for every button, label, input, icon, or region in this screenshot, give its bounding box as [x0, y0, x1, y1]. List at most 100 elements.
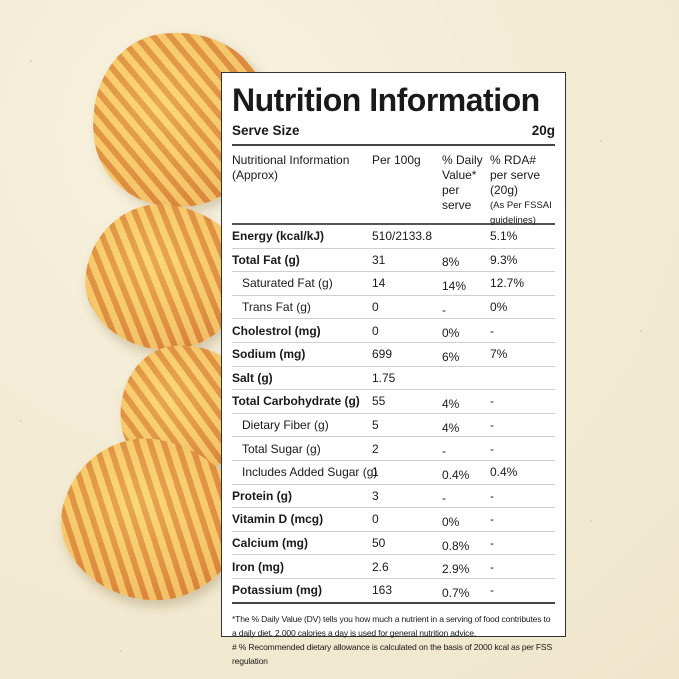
nutrient-name: Sodium (mg) [232, 347, 306, 362]
nutrient-name: Energy (kcal/kJ) [232, 229, 325, 244]
nutrition-label: Nutrition Information Serve Size 20g Nut… [221, 72, 566, 666]
header-rda-text: % RDA# per serve (20g) [490, 153, 541, 197]
daily-value: 0% [442, 326, 460, 341]
per-100g-value: 163 [372, 583, 393, 598]
rda-value: - [490, 323, 494, 338]
speck [640, 330, 642, 332]
daily-value: 8% [442, 255, 460, 270]
rda-value: - [490, 418, 494, 433]
per-100g-value: 5 [372, 418, 379, 433]
table-row: Potassium (mg) 163 0.7% - [232, 579, 555, 604]
rda-value: - [490, 488, 494, 503]
per-100g-value: 0 [372, 323, 379, 338]
speck [30, 60, 32, 62]
footnote-rda: # % Recommended dietary allowance is cal… [232, 641, 552, 666]
nutrient-name: Protein (g) [232, 488, 292, 503]
header-per-100g: Per 100g [372, 153, 421, 167]
nutrition-table: Energy (kcal/kJ) 510/2133.8 5.1% Total Fat … [232, 225, 555, 604]
speck [20, 420, 22, 422]
daily-value [442, 375, 490, 380]
serve-size-row: Serve Size 20g [232, 119, 555, 146]
rda-value: - [490, 559, 494, 574]
per-100g-value: 3 [372, 488, 379, 503]
nutrient-name: Cholestrol (mg) [232, 323, 321, 338]
daily-value: 4% [442, 420, 460, 435]
speck [590, 520, 592, 522]
per-100g-value: 699 [372, 347, 393, 362]
serve-size-value: 20g [531, 123, 555, 138]
daily-value: 6% [442, 349, 460, 364]
table-row: Calcium (mg) 50 0.8% - [232, 532, 555, 556]
footnote-daily-value: *The % Daily Value (DV) tells you how mu… [232, 613, 551, 638]
rda-value: 5.1% [490, 229, 518, 244]
header-rda-note: (As Per FSSAI guidelines) [490, 200, 552, 226]
rda-value: 9.3% [490, 252, 518, 267]
per-100g-value: 1 [372, 465, 379, 480]
daily-value: - [442, 444, 446, 459]
nutrient-name: Calcium (mg) [232, 536, 309, 551]
table-row: Iron (mg) 2.6 2.9% - [232, 555, 555, 579]
nutrient-name: Vitamin D (mcg) [232, 512, 324, 527]
per-100g-value: 55 [372, 394, 386, 409]
per-100g-value: 1.75 [372, 370, 396, 385]
rda-value: - [490, 536, 494, 551]
rda-value: 0% [490, 300, 508, 315]
rda-value: 0.4% [490, 465, 518, 480]
table-row: Cholestrol (mg) 0 0% - [232, 319, 555, 343]
nutrient-name: Includes Added Sugar (g) [242, 465, 378, 480]
daily-value: 4% [442, 396, 460, 411]
daily-value: 0.7% [442, 585, 470, 600]
daily-value: - [442, 302, 446, 317]
rda-value: - [490, 512, 494, 527]
per-100g-value: 0 [372, 300, 379, 315]
header-nutritional-info: Nutritional Information (Approx) [232, 153, 350, 182]
nutrient-name: Dietary Fiber (g) [242, 418, 329, 433]
table-row: Protein (g) 3 - - [232, 485, 555, 509]
nutrient-name: Total Sugar (g) [242, 441, 321, 456]
rda-value: 7% [490, 347, 508, 362]
table-row: Salt (g) 1.75 [232, 367, 555, 391]
header-daily-value: % Daily Value* per serve [442, 153, 483, 212]
table-row: Total Sugar (g) 2 - - [232, 437, 555, 461]
daily-value: 0% [442, 514, 460, 529]
header-rda: % RDA# per serve (20g) (As Per FSSAI gui… [490, 153, 555, 226]
table-row: Total Fat (g) 31 8% 9.3% [232, 249, 555, 273]
daily-value [442, 234, 490, 239]
table-row: Trans Fat (g) 0 - 0% [232, 296, 555, 320]
table-row: Vitamin D (mcg) 0 0% - [232, 508, 555, 532]
table-row: Total Carbohydrate (g) 55 4% - [232, 390, 555, 414]
daily-value: 14% [442, 278, 467, 293]
daily-value: 0.8% [442, 538, 470, 553]
nutrient-name: Salt (g) [232, 370, 273, 385]
speck [600, 140, 602, 142]
daily-value: 0.4% [442, 467, 470, 482]
per-100g-value: 50 [372, 536, 386, 551]
rda-value: - [490, 583, 494, 598]
per-100g-value: 31 [372, 252, 386, 267]
per-100g-value: 2.6 [372, 559, 389, 574]
rda-value: - [490, 394, 494, 409]
table-row: Dietary Fiber (g) 5 4% - [232, 414, 555, 438]
daily-value: 2.9% [442, 562, 470, 577]
nutrient-name: Total Carbohydrate (g) [232, 394, 360, 409]
rda-value: 12.7% [490, 276, 525, 291]
per-100g-value: 0 [372, 512, 379, 527]
nutrient-name: Trans Fat (g) [242, 300, 311, 315]
table-row: Sodium (mg) 699 6% 7% [232, 343, 555, 367]
per-100g-value: 510/2133.8 [372, 229, 433, 244]
table-row: Includes Added Sugar (g) 1 0.4% 0.4% [232, 461, 555, 485]
nutrient-name: Potassium (mg) [232, 583, 323, 598]
rda-value: - [490, 441, 494, 456]
label-title: Nutrition Information [232, 82, 540, 118]
serve-size-label: Serve Size [232, 123, 300, 138]
nutrient-name: Iron (mg) [232, 559, 284, 574]
nutrient-name: Saturated Fat (g) [242, 276, 333, 291]
table-header: Nutritional Information (Approx) Per 100… [232, 146, 555, 226]
table-row: Saturated Fat (g) 14 14% 12.7% [232, 272, 555, 296]
per-100g-value: 14 [372, 276, 386, 291]
nutrient-name: Total Fat (g) [232, 252, 300, 267]
daily-value: - [442, 491, 446, 506]
speck [120, 650, 122, 652]
per-100g-value: 2 [372, 441, 379, 456]
footnotes: *The % Daily Value (DV) tells you how mu… [232, 604, 555, 668]
